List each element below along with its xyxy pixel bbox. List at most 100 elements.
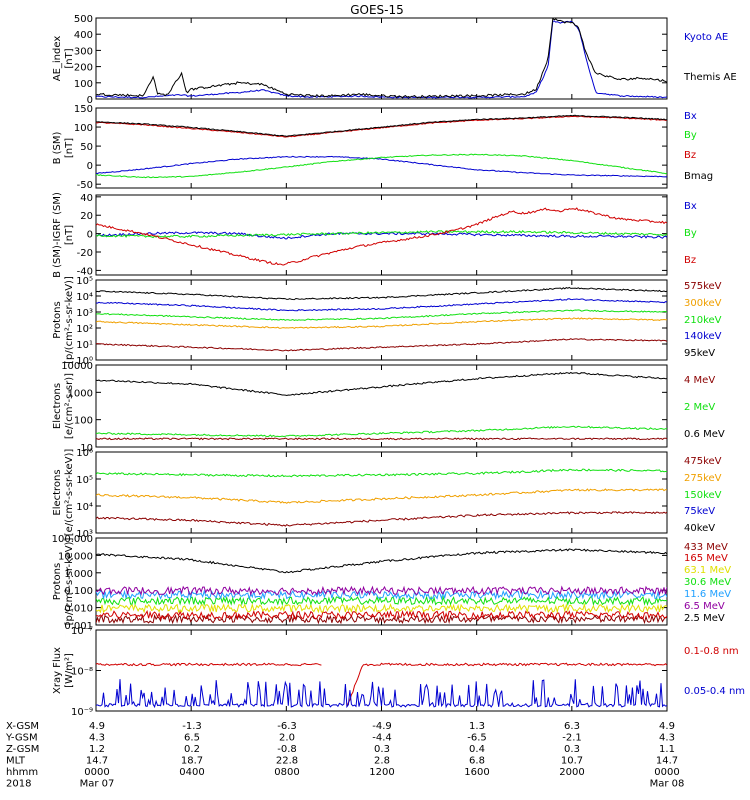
ephemeris-value: 1.1 — [659, 744, 675, 755]
y-tick-label: 10⁴ — [76, 292, 93, 303]
legend-entry: Bmag — [684, 171, 713, 182]
ephemeris-value: 4.9 — [89, 721, 105, 732]
ephemeris-value: -6.5 — [467, 733, 487, 744]
y-tick-label: 300 — [74, 46, 93, 57]
ephemeris-value: 14.7 — [86, 756, 108, 767]
legend-entry: 475keV — [684, 456, 722, 467]
legend-entry: Bz — [684, 150, 696, 161]
series-line — [96, 155, 667, 178]
legend-entry: 75keV — [684, 506, 715, 517]
ephemeris-value: 1.2 — [89, 744, 105, 755]
ephemeris-value: 4.3 — [659, 733, 675, 744]
ephemeris-value: 1600 — [464, 767, 489, 778]
ephemeris-value: 22.8 — [276, 756, 298, 767]
legend-entry: 0.1-0.8 nm — [684, 646, 739, 657]
panel-xray: 10⁻⁹ 10⁻⁸ 10⁻⁷ Xray Flux [W/m²] 0.1-0.8 nm 0.0… — [52, 626, 745, 718]
series-line — [96, 662, 667, 707]
legend-entry: 0.05-0.4 nm — [684, 686, 745, 697]
legend-entry: 6.5 MeV — [684, 601, 725, 612]
y-tick-label: -50 — [77, 180, 93, 191]
ephemeris-value: 1.3 — [469, 721, 485, 732]
series-line — [96, 114, 667, 137]
legend-entry: 2.5 MeV — [684, 613, 725, 624]
y-tick-label: 40 — [80, 193, 93, 204]
ephemeris-value: 0.2 — [184, 744, 200, 755]
series-line — [96, 613, 667, 625]
ephemeris-value: 0000 — [84, 767, 109, 778]
series-line — [96, 585, 667, 597]
ephemeris-value: 2000 — [559, 767, 584, 778]
y-axis-label: [p/(cm²-s-sr-keV)] — [64, 276, 75, 364]
ephemeris-value: 18.7 — [181, 756, 203, 767]
legend-entry: 275keV — [684, 473, 722, 484]
panel-frame — [95, 279, 668, 361]
legend-entry: 433 MeV — [684, 542, 728, 553]
ephemeris-value: -4.4 — [372, 733, 392, 744]
y-tick-label: 200 — [74, 63, 93, 74]
y-tick-label: 1.000 — [64, 569, 93, 580]
series-line — [96, 231, 667, 240]
ephemeris-value: 0.4 — [469, 744, 485, 755]
ephemeris-table: X-GSM 4.9 -1.3 -6.3 -4.9 1.3 6.3 4.9 Y-GSM 4.3 6.5… — [5, 721, 684, 790]
ephemeris-value: -1.3 — [182, 721, 202, 732]
y-tick-label: 10¹ — [76, 340, 93, 351]
legend-entry: 95keV — [684, 348, 715, 359]
ephemeris-value: -2.1 — [562, 733, 582, 744]
legend-entry: 63.1 MeV — [684, 565, 731, 576]
legend-entry: 11.6 MeV — [684, 589, 731, 600]
ephemeris-value: 2.0 — [279, 733, 295, 744]
y-tick-label: 0 — [87, 161, 93, 172]
ephemeris-value: 0800 — [274, 767, 299, 778]
y-tick-label: 150 — [74, 104, 93, 115]
y-tick-label: 10³ — [76, 308, 93, 319]
ephemeris-value: 0.3 — [564, 744, 580, 755]
ephemeris-row-label: X-GSM — [6, 721, 39, 732]
y-tick-label: 100 — [74, 79, 93, 90]
series-line — [96, 153, 667, 179]
ephemeris-row-label: Z-GSM — [6, 744, 39, 755]
panel-bigrf: -40 -20 0 20 40 B (SM)-IGRF (SM) [nT] Bx By Bz — [52, 192, 697, 278]
ephemeris-value: -4.9 — [372, 721, 392, 732]
ephemeris-value: -6.3 — [277, 721, 297, 732]
series-line — [96, 548, 667, 574]
series-line — [96, 511, 667, 527]
legend-entry: 150keV — [684, 490, 722, 501]
ephemeris-row-label: Y-GSM — [5, 733, 38, 744]
series-line — [96, 298, 667, 312]
panel-ae: 0 100 200 300 400 500 AE_index [nT] Kyoto AE Them… — [52, 14, 737, 106]
y-tick-label: 10⁶ — [76, 448, 93, 459]
y-axis-label: Protons — [52, 301, 63, 338]
y-axis-label: AE_index — [52, 36, 63, 82]
ephemeris-value: 6.5 — [184, 733, 200, 744]
panel-protons_mev: 0.001 0.010 0.100 1.000 10.000 100.000 Protons… — [52, 534, 732, 632]
series-line — [96, 595, 667, 607]
ephemeris-value: 10.7 — [561, 756, 583, 767]
ephemeris-value: 14.7 — [656, 756, 678, 767]
legend-entry: By — [684, 130, 697, 141]
legend-entry: By — [684, 228, 697, 239]
legend-entry: 165 MeV — [684, 553, 728, 564]
ephemeris-value: 0.3 — [374, 744, 390, 755]
y-tick-label: -20 — [77, 248, 93, 259]
series-line — [96, 468, 667, 478]
y-axis-label: B (SM)-IGRF (SM) — [52, 192, 63, 278]
series-line — [96, 425, 667, 438]
series-line — [96, 229, 667, 239]
y-tick-label: 0 — [87, 95, 93, 106]
y-axis-label: [W/m²] — [64, 653, 75, 688]
series-line — [96, 679, 667, 709]
ephemeris-value: 6.3 — [564, 721, 580, 732]
legend-entry: Kyoto AE — [684, 32, 728, 43]
y-tick-label: 10⁻⁹ — [71, 707, 93, 718]
y-tick-label: 10⁻⁷ — [71, 626, 93, 637]
series-line — [96, 286, 667, 301]
y-tick-label: 100 — [74, 416, 93, 427]
panel-bsm: -50 0 50 100 150 B (SM) [nT] Bx By Bz Bmag — [52, 104, 713, 191]
y-tick-label: 10⁰ — [76, 356, 93, 367]
y-tick-label: 0.100 — [64, 586, 93, 597]
legend-entry: 4 MeV — [684, 375, 715, 386]
y-tick-label: 0 — [87, 230, 93, 241]
y-tick-label: 100 — [74, 123, 93, 134]
panel-electrons_mev: 10 100 1000 10000 Electrons [e/(cm²-s-sr)] 4 M… — [52, 361, 725, 454]
